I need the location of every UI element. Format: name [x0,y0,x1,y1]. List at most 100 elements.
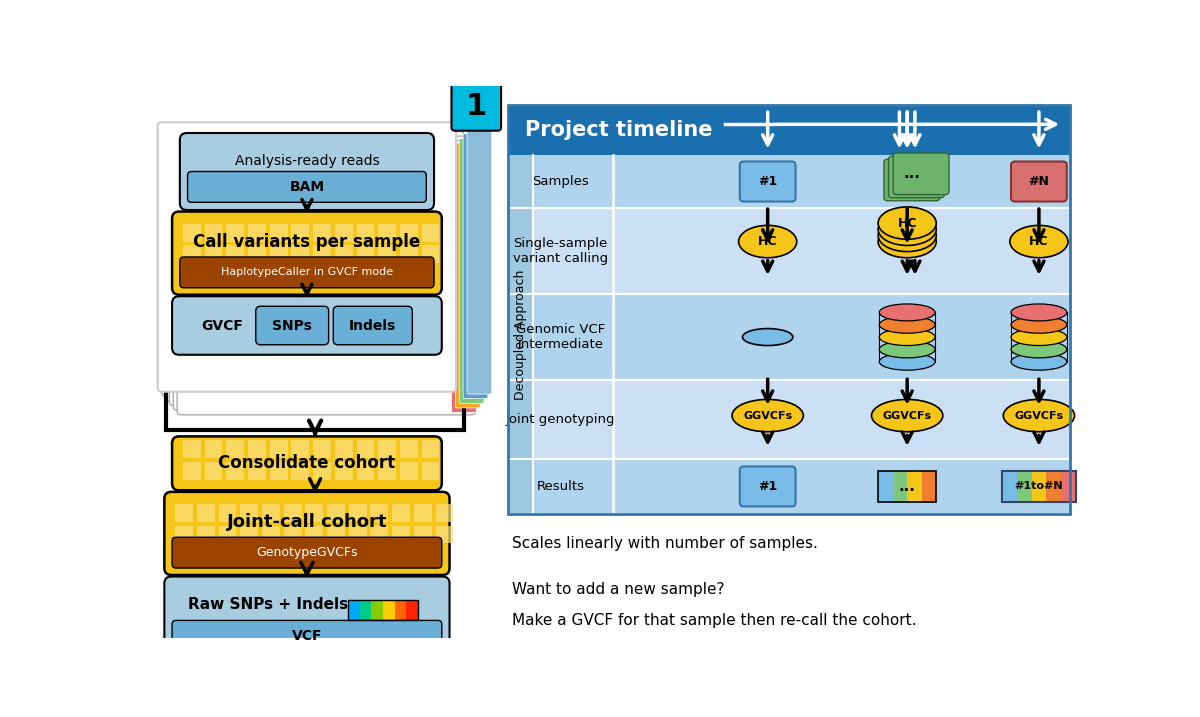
Ellipse shape [743,328,793,346]
Ellipse shape [1003,399,1074,432]
FancyBboxPatch shape [178,146,475,415]
Bar [893,471,907,502]
FancyBboxPatch shape [888,156,944,198]
Bar [378,440,396,458]
Bar [182,440,200,458]
Ellipse shape [1012,353,1067,370]
FancyBboxPatch shape [739,467,796,506]
FancyBboxPatch shape [451,148,476,412]
Bar [1002,471,1016,502]
Bar [218,526,236,543]
Bar [270,440,288,458]
Ellipse shape [880,353,935,370]
FancyBboxPatch shape [172,620,442,651]
Bar [292,245,310,263]
Bar [270,245,288,263]
Bar [205,462,222,480]
FancyBboxPatch shape [451,83,502,130]
Bar [421,224,439,242]
Text: #1to#N: #1to#N [1015,481,1063,491]
Bar [313,245,331,263]
Bar [175,504,193,522]
FancyBboxPatch shape [180,257,434,288]
Bar [421,245,439,263]
Bar [878,471,893,502]
Ellipse shape [878,225,936,257]
Text: Results: Results [536,480,584,493]
Bar [508,105,1070,156]
Bar [313,440,331,458]
FancyBboxPatch shape [180,133,434,210]
Bar [197,504,215,522]
Bar [283,526,301,543]
Text: HaplotypeCaller in GVCF mode: HaplotypeCaller in GVCF mode [221,267,394,277]
FancyBboxPatch shape [162,127,460,397]
FancyBboxPatch shape [455,143,480,408]
Bar [328,526,344,543]
Bar [414,526,432,543]
Bar [328,504,344,522]
FancyBboxPatch shape [893,153,949,194]
Text: Call variants per sample: Call variants per sample [193,232,420,250]
Text: Indels: Indels [349,318,396,333]
Text: BAM: BAM [289,180,324,194]
Bar [383,599,395,620]
Text: ...: ... [899,479,916,494]
Text: Genomic VCF
intermediate: Genomic VCF intermediate [516,323,605,351]
Bar [227,245,244,263]
Bar [182,224,200,242]
Text: HC: HC [898,217,917,229]
FancyBboxPatch shape [463,134,488,399]
Bar [335,462,353,480]
Bar [1016,471,1032,502]
Bar [356,462,374,480]
FancyBboxPatch shape [173,141,472,410]
Text: GenotypeGVCFs: GenotypeGVCFs [256,546,358,559]
Bar [313,224,331,242]
Bar [227,440,244,458]
Bar [356,224,374,242]
Bar [378,462,396,480]
Bar [508,156,533,514]
FancyBboxPatch shape [172,437,442,490]
Bar [371,504,389,522]
Bar [240,504,258,522]
Bar [400,245,418,263]
Bar [922,471,936,502]
Bar [356,440,374,458]
Bar [348,599,360,620]
Bar [205,245,222,263]
Bar [262,526,280,543]
Bar [283,504,301,522]
Bar [878,471,936,502]
Text: Raw SNPs + Indels: Raw SNPs + Indels [188,597,348,612]
Bar [1061,471,1075,502]
Text: Scales linearly with number of samples.: Scales linearly with number of samples. [512,536,818,551]
Ellipse shape [880,316,935,333]
Bar [240,526,258,543]
Ellipse shape [878,213,936,245]
Text: Joint genotyping: Joint genotyping [505,413,616,426]
Bar [400,462,418,480]
Ellipse shape [878,207,936,239]
Text: Samples: Samples [532,175,589,188]
Bar [248,440,266,458]
Bar [348,599,418,620]
Text: GVCF: GVCF [200,318,242,333]
Bar [395,599,406,620]
Ellipse shape [739,225,797,257]
Text: Consolidate cohort: Consolidate cohort [218,455,396,473]
Bar [270,462,288,480]
Bar [292,462,310,480]
Text: GGVCFs: GGVCFs [1014,411,1063,421]
Bar [292,224,310,242]
Text: 1: 1 [466,92,487,121]
Ellipse shape [1012,328,1067,346]
Bar [371,526,389,543]
Bar [406,599,418,620]
FancyBboxPatch shape [460,138,484,403]
Ellipse shape [880,304,935,321]
Bar [335,224,353,242]
Text: HC: HC [1030,235,1049,248]
Ellipse shape [880,328,935,346]
